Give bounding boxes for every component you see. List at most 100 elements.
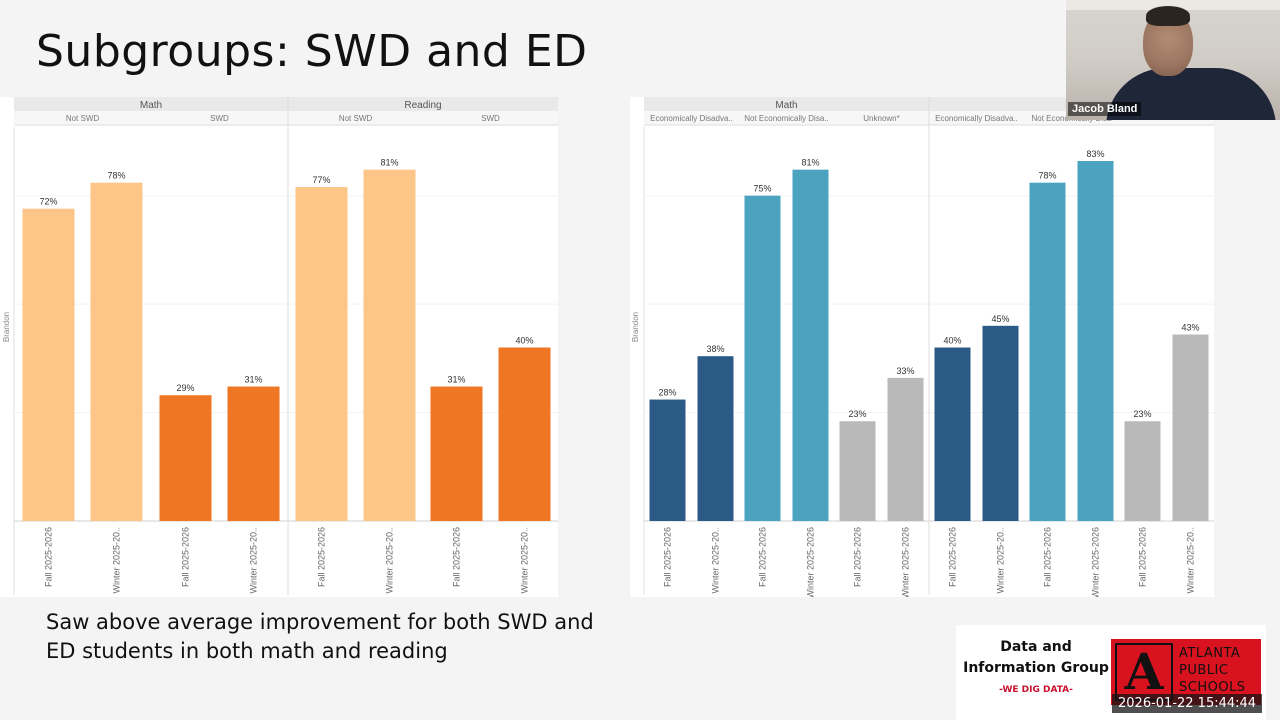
panel-header-band: [14, 97, 288, 111]
participant-name-tag: Jacob Bland: [1068, 102, 1142, 116]
panel-header-band: [288, 97, 558, 111]
category-tick-label: Fall 2025-2026: [758, 527, 768, 587]
bar[interactable]: [498, 347, 551, 521]
bar[interactable]: [430, 386, 483, 521]
bar[interactable]: [839, 421, 876, 521]
bar[interactable]: [649, 399, 686, 521]
group-label: Economically Disadva..: [650, 114, 733, 123]
group-label: Unknown*: [863, 114, 899, 123]
logo-tagline: -WE DIG DATA-: [999, 685, 1073, 695]
data-label: 40%: [515, 336, 533, 346]
panel-title: Reading: [404, 100, 441, 111]
bar[interactable]: [1077, 161, 1114, 521]
aps-word-3: SCHOOLS: [1179, 680, 1246, 695]
aps-logo: A ATLANTA PUBLIC SCHOOLS: [1111, 639, 1261, 705]
data-label: 75%: [753, 184, 771, 194]
takeaway-line-1: Saw above average improvement for both S…: [46, 610, 594, 634]
slide-title: Subgroups: SWD and ED: [36, 26, 588, 77]
data-label: 23%: [1133, 409, 1151, 419]
bar[interactable]: [982, 325, 1019, 521]
bar[interactable]: [934, 347, 971, 521]
dig-logo: Data and Information Group -WE DIG DATA-…: [956, 625, 1266, 720]
group-header-band: [14, 111, 288, 125]
data-label: 31%: [244, 375, 262, 385]
data-label: 77%: [312, 175, 330, 185]
aps-word-2: PUBLIC: [1179, 663, 1229, 678]
data-label: 38%: [706, 344, 724, 354]
category-tick-label: Winter 2025-2026: [901, 527, 911, 597]
participant-hair: [1146, 6, 1190, 26]
chart-svg: Brandon Math Economically Disadva.. 28% Fall…: [631, 97, 1214, 597]
bar[interactable]: [295, 187, 348, 521]
aps-word-1: ATLANTA: [1179, 646, 1241, 661]
category-tick-label: Winter 2025-2026: [1091, 527, 1101, 597]
aps-wordmark: ATLANTA PUBLIC SCHOOLS: [1179, 645, 1246, 696]
category-tick-label: Fall 2025-2026: [853, 527, 863, 587]
data-label: 33%: [896, 366, 914, 376]
recording-timestamp: 2026-01-22 15:44:44: [1112, 694, 1263, 713]
category-tick-label: Fall 2025-2026: [181, 527, 191, 587]
bar[interactable]: [697, 356, 734, 521]
bar[interactable]: [22, 208, 75, 521]
data-label: 40%: [943, 336, 961, 346]
group-header-band: [288, 111, 558, 125]
panel-header-band: [644, 97, 929, 111]
takeaway-line-2: ED students in both math and reading: [46, 639, 448, 663]
category-tick-label: Winter 2025-20..: [112, 527, 122, 594]
data-label: 78%: [1038, 171, 1056, 181]
category-tick-label: Fall 2025-2026: [948, 527, 958, 587]
category-tick-label: Winter 2025-2026: [806, 527, 816, 597]
data-label: 83%: [1086, 149, 1104, 159]
data-label: 81%: [801, 158, 819, 168]
category-tick-label: Winter 2025-20..: [1186, 527, 1196, 594]
bar[interactable]: [792, 169, 829, 522]
bar[interactable]: [1029, 182, 1066, 521]
logo-line-1: Data and: [1000, 639, 1072, 655]
group-label: Not Economically Disa..: [744, 114, 828, 123]
data-label: 78%: [107, 171, 125, 181]
bar[interactable]: [363, 169, 416, 522]
panel-title: Math: [775, 100, 797, 111]
data-label: 72%: [39, 197, 57, 207]
bar[interactable]: [744, 195, 781, 521]
category-tick-label: Fall 2025-2026: [317, 527, 327, 587]
group-label: SWD: [481, 114, 500, 123]
group-label: Economically Disadva..: [935, 114, 1018, 123]
data-label: 31%: [447, 375, 465, 385]
category-tick-label: Fall 2025-2026: [452, 527, 462, 587]
category-tick-label: Winter 2025-20..: [385, 527, 395, 594]
chart-svg: Brandon Math Not SWD 72% Fall 2025-2026 78% Wi…: [2, 97, 558, 595]
panel-title: Math: [140, 100, 162, 111]
bar[interactable]: [159, 395, 212, 521]
data-label: 29%: [176, 383, 194, 393]
category-tick-label: Fall 2025-2026: [44, 527, 54, 587]
group-label: Not SWD: [66, 114, 100, 123]
video-background-shelf: [1066, 0, 1280, 10]
data-label: 23%: [848, 409, 866, 419]
aps-emblem-icon: A: [1115, 643, 1173, 701]
takeaway-text: Saw above average improvement for both S…: [46, 608, 646, 666]
category-tick-label: Fall 2025-2026: [663, 527, 673, 587]
swd-chart: Brandon Math Not SWD 72% Fall 2025-2026 78% Wi…: [0, 97, 558, 597]
category-tick-label: Winter 2025-20..: [249, 527, 259, 594]
data-label: 28%: [658, 388, 676, 398]
category-tick-label: Winter 2025-20..: [996, 527, 1006, 594]
group-label: Not SWD: [339, 114, 373, 123]
bar[interactable]: [90, 182, 143, 521]
bar[interactable]: [1124, 421, 1161, 521]
ed-chart: Brandon Math Economically Disadva.. 28% Fall…: [630, 97, 1214, 597]
bar[interactable]: [227, 386, 280, 521]
category-tick-label: Winter 2025-20..: [711, 527, 721, 594]
bar[interactable]: [1172, 334, 1209, 521]
category-tick-label: Winter 2025-20..: [520, 527, 530, 594]
participant-video-tile[interactable]: Jacob Bland: [1066, 0, 1280, 120]
category-tick-label: Fall 2025-2026: [1138, 527, 1148, 587]
logo-line-2: Information Group: [963, 660, 1109, 676]
data-label: 43%: [1181, 322, 1199, 332]
bar[interactable]: [887, 377, 924, 521]
category-tick-label: Fall 2025-2026: [1043, 527, 1053, 587]
y-axis-label: Brandon: [631, 312, 640, 342]
data-label: 81%: [380, 158, 398, 168]
data-label: 45%: [991, 314, 1009, 324]
group-label: SWD: [210, 114, 229, 123]
